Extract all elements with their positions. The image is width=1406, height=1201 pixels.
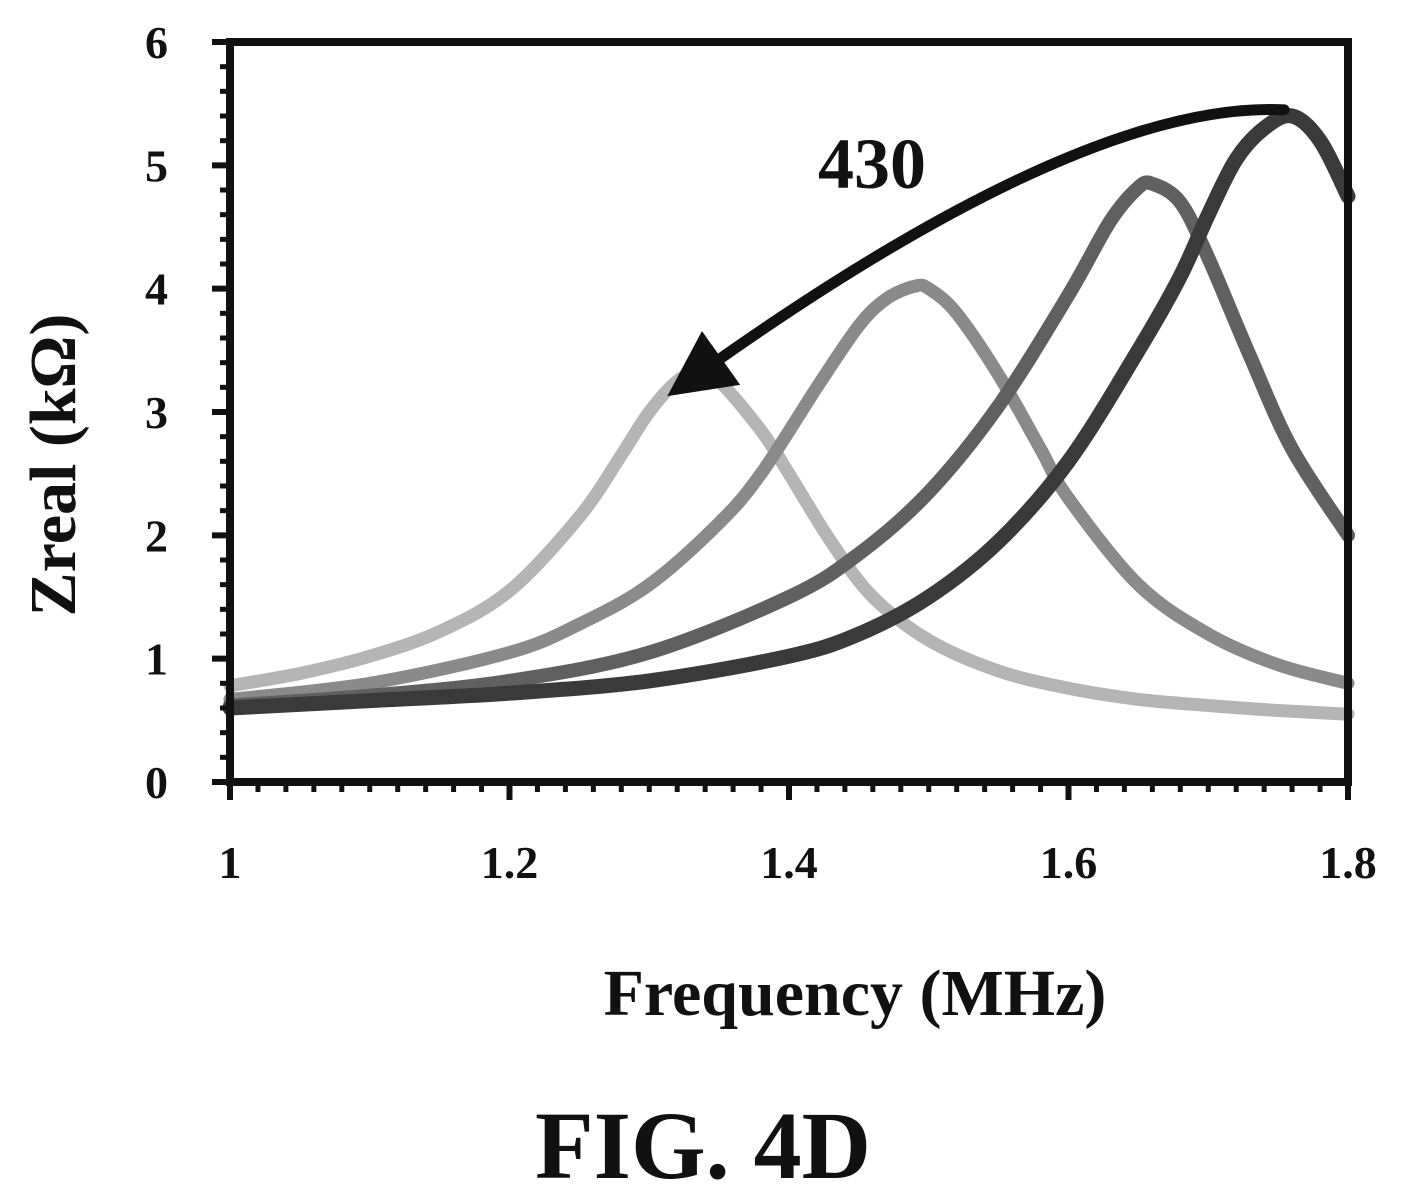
- x-tick-label: 1: [219, 837, 242, 888]
- y-tick-label: 3: [145, 387, 168, 438]
- x-tick-label: 1.4: [760, 837, 818, 888]
- plot-frame: [226, 38, 1352, 786]
- series-line-2: [223, 278, 1355, 706]
- x-tick-label: 1.6: [1040, 837, 1098, 888]
- series-line-1: [223, 365, 1355, 721]
- annotation-label: 430: [818, 124, 926, 204]
- annotation-arrow: [667, 103, 1290, 397]
- y-tick-label: 5: [145, 140, 168, 191]
- x-tick-label: 1.2: [481, 837, 539, 888]
- y-tick-label: 1: [145, 634, 168, 685]
- figure-caption: FIG. 4D: [535, 1092, 871, 1199]
- x-tick-label: 1.8: [1319, 837, 1377, 888]
- y-axis-title: Zreal (kΩ): [17, 314, 90, 617]
- series-line-4: [222, 108, 1356, 716]
- y-tick-label: 4: [145, 264, 168, 315]
- y-tick-label: 6: [145, 17, 168, 68]
- y-tick-label: 2: [145, 510, 168, 561]
- y-tick-label: 0: [145, 757, 168, 808]
- series-line-3: [223, 175, 1355, 713]
- x-axis-title: Frequency (MHz): [604, 957, 1107, 1030]
